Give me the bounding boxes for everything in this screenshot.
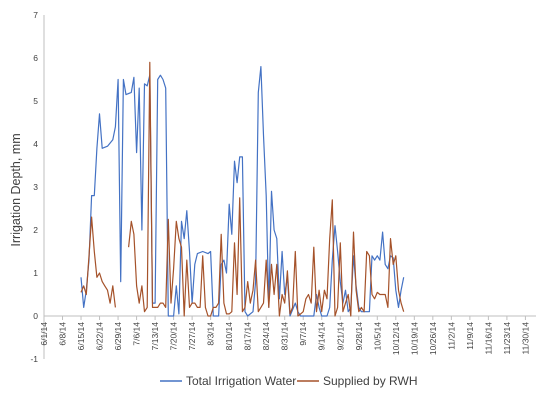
y-axis-title: Irrigation Depth, mm bbox=[9, 133, 23, 246]
y-tick-label: 0 bbox=[33, 311, 38, 321]
x-tick-label: 8/17/14 bbox=[243, 322, 253, 351]
y-tick-label: 2 bbox=[33, 225, 38, 235]
series-line bbox=[80, 216, 116, 308]
x-tick-label: 7/13/14 bbox=[150, 322, 160, 351]
x-tick-label: 6/29/14 bbox=[113, 322, 123, 351]
x-tick-label: 11/9/14 bbox=[465, 322, 475, 350]
x-tick-label: 8/10/14 bbox=[224, 322, 234, 351]
x-tick-label: 9/14/14 bbox=[317, 322, 327, 351]
x-tick-label: 9/28/14 bbox=[354, 322, 364, 351]
x-tick-label: 6/15/14 bbox=[76, 322, 86, 351]
x-tick-label: 6/8/14 bbox=[58, 322, 68, 346]
y-tick-label: 7 bbox=[33, 10, 38, 20]
x-tick-label: 7/27/14 bbox=[187, 322, 197, 351]
y-tick-label: 1 bbox=[33, 268, 38, 278]
x-tick-label: 8/24/14 bbox=[261, 322, 271, 351]
legend-label: Total Irrigation Water bbox=[186, 374, 296, 388]
series-layer bbox=[80, 61, 405, 317]
series-supplied-by-rwh bbox=[80, 61, 405, 317]
x-tick-label: 10/19/14 bbox=[409, 322, 419, 355]
y-tick-label: 5 bbox=[33, 96, 38, 106]
x-tick-label: 6/22/14 bbox=[95, 322, 105, 351]
y-tick-label: 3 bbox=[33, 182, 38, 192]
x-tick-label: 9/21/14 bbox=[335, 322, 345, 351]
x-tick-label: 11/2/14 bbox=[446, 322, 456, 350]
x-tick-label: 9/7/14 bbox=[298, 322, 308, 346]
x-tick-label: 10/26/14 bbox=[428, 322, 438, 355]
x-tick-label: 8/3/14 bbox=[206, 322, 216, 346]
y-tick-label: 4 bbox=[33, 139, 38, 149]
x-tick-label: 7/20/14 bbox=[169, 322, 179, 351]
x-tick-label: 10/5/14 bbox=[372, 322, 382, 351]
y-tick-label: -1 bbox=[30, 354, 38, 364]
x-tick-label: 6/1/14 bbox=[39, 322, 49, 346]
y-tick-label: 6 bbox=[33, 53, 38, 63]
x-tick-label: 11/30/14 bbox=[520, 322, 530, 355]
x-axis: 6/1/14 6/8/14 6/15/14 6/22/14 6/29/14 7/6/14 7… bbox=[39, 315, 536, 355]
legend-item: Supplied by RWH bbox=[297, 374, 418, 388]
legend: Total Irrigation Water Supplied by RWH bbox=[160, 374, 418, 388]
x-tick-label: 11/16/14 bbox=[483, 322, 493, 355]
y-axis: -1 0 1 2 3 4 5 6 7 bbox=[30, 10, 45, 364]
legend-label: Supplied by RWH bbox=[323, 374, 418, 388]
legend-item: Total Irrigation Water bbox=[160, 374, 296, 388]
x-tick-label: 10/12/14 bbox=[391, 322, 401, 355]
x-tick-label: 8/31/14 bbox=[280, 322, 290, 351]
x-tick-label: 11/23/14 bbox=[502, 322, 512, 355]
x-tick-label: 7/6/14 bbox=[132, 322, 142, 346]
